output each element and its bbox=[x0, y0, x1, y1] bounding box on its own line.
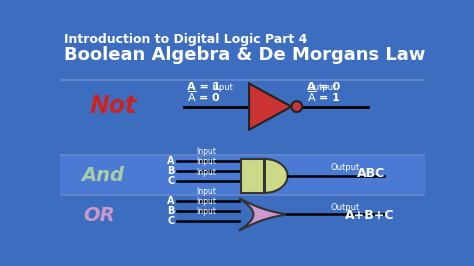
Text: $\overline{\rm A}$ = 1: $\overline{\rm A}$ = 1 bbox=[307, 89, 340, 103]
Text: Output: Output bbox=[308, 83, 337, 92]
Text: $\overline{\rm A}$ = 0: $\overline{\rm A}$ = 0 bbox=[188, 89, 221, 103]
Text: B: B bbox=[167, 165, 174, 176]
Text: ABC: ABC bbox=[357, 167, 385, 180]
Text: Output: Output bbox=[331, 203, 360, 212]
Text: Introduction to Digital Logic Part 4: Introduction to Digital Logic Part 4 bbox=[64, 34, 307, 47]
Text: Output: Output bbox=[331, 163, 360, 172]
Text: Input: Input bbox=[197, 207, 217, 216]
Text: Input: Input bbox=[211, 83, 233, 92]
Text: A = 1: A = 1 bbox=[188, 82, 221, 92]
Text: A+B+C: A+B+C bbox=[346, 209, 395, 222]
Text: A = 0: A = 0 bbox=[307, 82, 340, 92]
Text: C: C bbox=[167, 176, 174, 186]
Polygon shape bbox=[264, 159, 288, 193]
Text: Input: Input bbox=[197, 187, 217, 196]
Text: Input: Input bbox=[197, 157, 217, 166]
Text: Input: Input bbox=[197, 147, 217, 156]
Text: And: And bbox=[81, 166, 124, 185]
Text: B: B bbox=[167, 206, 174, 215]
Text: Input: Input bbox=[197, 197, 217, 206]
Circle shape bbox=[292, 101, 302, 112]
Bar bbox=[61, 155, 425, 195]
Text: OR: OR bbox=[83, 206, 115, 226]
Text: Boolean Algebra & De Morgans Law: Boolean Algebra & De Morgans Law bbox=[64, 46, 425, 64]
Polygon shape bbox=[249, 84, 292, 130]
Text: Not: Not bbox=[89, 94, 137, 118]
Text: A: A bbox=[167, 156, 174, 165]
Text: C: C bbox=[167, 215, 174, 226]
Text: Input: Input bbox=[197, 168, 217, 177]
Bar bbox=[241, 159, 264, 193]
Text: A: A bbox=[167, 196, 174, 206]
Polygon shape bbox=[239, 198, 287, 231]
